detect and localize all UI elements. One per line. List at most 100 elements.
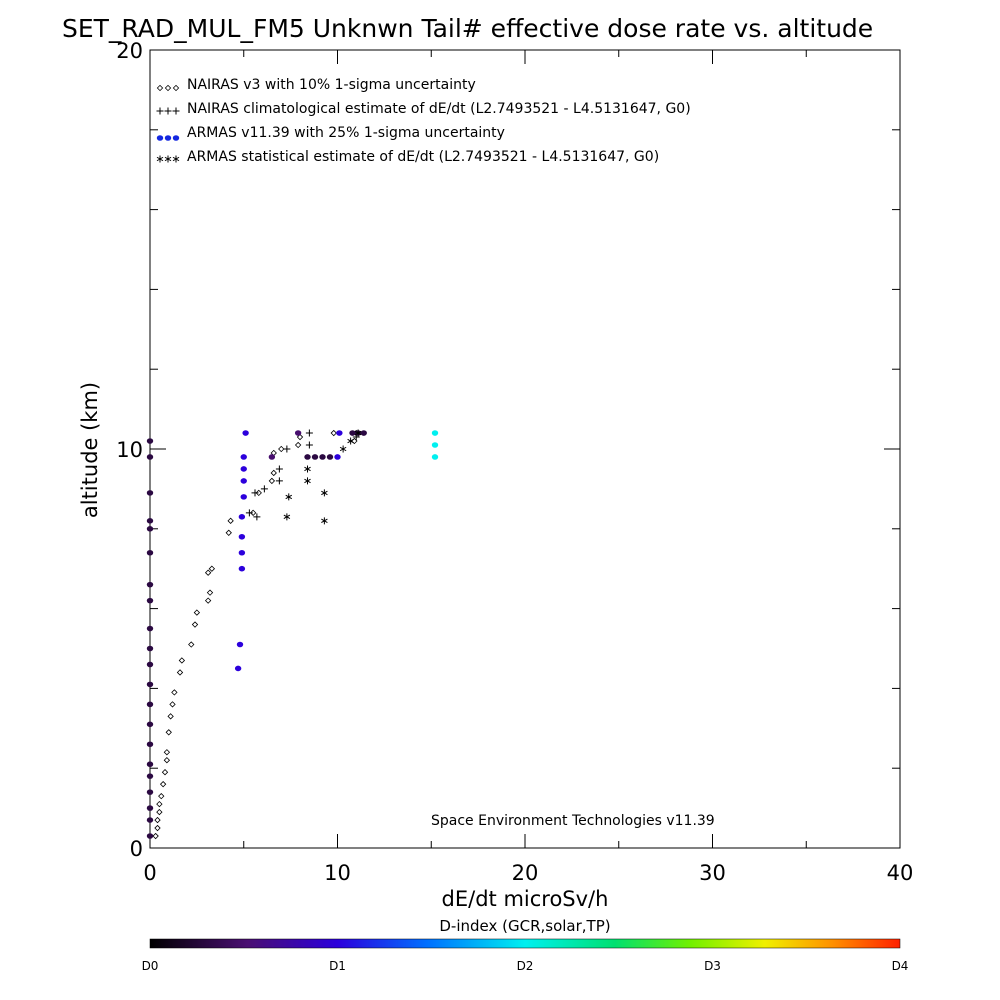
scatter-points [146,429,439,840]
data-point-dot [146,661,154,668]
data-point-diamond [167,713,174,720]
data-point-dot [431,430,439,436]
data-point-dot [319,454,326,460]
y-axis-label: altitude (km) [78,382,102,518]
x-tick-label: 0 [143,861,156,885]
data-point-diamond [294,441,302,449]
legend-symbol-dot [156,135,164,141]
data-point-plus [305,429,313,437]
data-point-diamond [330,429,337,437]
data-point-plus [245,509,253,517]
data-point-star [283,513,291,521]
y-tick-label: 0 [130,837,143,861]
data-point-dot [240,466,247,472]
legend-symbol-plus [164,107,172,115]
data-point-diamond [163,749,171,756]
data-point-diamond [204,569,212,576]
data-point-diamond [191,621,199,628]
data-point-dot [146,526,154,532]
data-point-diamond [165,729,172,736]
legend-entry: ARMAS v11.39 with 25% 1-sigma uncertaint… [187,125,505,141]
legend-symbol-plus [172,107,180,115]
data-point-diamond [154,824,161,832]
legend-entry: ARMAS statistical estimate of dE/dt (L2.… [187,149,659,165]
x-axis-label: dE/dt microSv/h [442,887,609,911]
data-point-plus [253,513,261,521]
data-point-diamond [158,792,165,800]
data-point-diamond [204,597,212,604]
data-point-dot [146,761,154,768]
data-point-diamond [255,489,262,497]
data-point-star [354,429,362,437]
colorbar-title: D-index (GCR,solar,TP) [439,917,610,935]
data-point-dot [238,533,246,540]
data-point-dot [294,430,302,436]
data-point-diamond [225,529,232,536]
data-point-diamond [193,609,201,616]
data-point-star [339,445,347,453]
data-point-plus [251,489,259,497]
data-point-dot [146,490,154,496]
data-point-diamond [268,477,276,485]
data-point-dot [304,454,311,460]
data-point-dot [240,494,247,500]
data-point-dot [238,565,246,572]
data-point-plus [275,465,283,473]
data-point-plus [283,445,291,453]
data-point-star [304,465,311,473]
data-point-dot [146,789,154,795]
data-point-star [285,493,293,501]
data-point-dot [146,597,154,604]
x-tick-label: 40 [887,861,914,885]
data-point-plus [305,441,313,449]
data-point-dot [240,454,247,460]
data-point-diamond [206,589,214,596]
data-point-dot [146,625,154,632]
legend-symbol-star [156,155,164,163]
data-point-dot [334,454,341,460]
data-point-plus [260,485,268,493]
data-point-diamond [227,517,234,524]
data-point-diamond [178,657,186,664]
data-point-dot [431,454,439,460]
legend-entry: NAIRAS v3 with 10% 1-sigma uncertainty [187,77,476,93]
data-point-diamond [296,433,304,441]
data-point-star [304,477,311,485]
colorbar [149,938,901,949]
data-point-star [321,489,328,497]
colorbar-ticks: D0 D1 D2 D3 D4 [142,959,909,973]
colorbar-tick-label: D4 [892,959,909,973]
chart-title: SET_RAD_MUL_FM5 Unknwn Tail# effective d… [62,14,873,43]
data-point-diamond [249,509,257,517]
y-axis-ticks: 0 10 20 [116,39,900,861]
data-point-dot [146,721,154,728]
credit-text: Space Environment Technologies v11.39 [431,813,715,829]
data-point-dot [146,518,154,524]
x-axis-ticks: 0 10 20 30 40 [143,50,913,885]
data-point-diamond [169,701,176,708]
data-point-diamond [278,445,285,453]
data-point-dot [146,438,154,444]
data-point-diamond [171,689,178,696]
data-point-dot [146,581,154,588]
legend-symbol-diamond [156,84,164,92]
data-point-dot [146,701,154,708]
data-point-dot [336,430,343,436]
data-point-dot [146,741,154,748]
data-point-diamond [270,469,277,477]
data-point-plus [275,477,283,485]
data-point-dot [242,430,249,436]
data-point-dot [360,430,367,436]
data-point-dot [146,833,154,839]
data-point-dot [268,454,276,460]
plot-frame [149,49,901,849]
data-point-diamond [156,800,163,808]
legend-symbol-star [164,155,172,163]
data-point-dot [234,665,242,672]
colorbar-tick-label: D3 [704,959,721,973]
legend-symbol-dot [164,135,172,141]
data-point-diamond [154,816,161,824]
legend-symbol-star [172,155,180,163]
data-point-dot [146,549,154,556]
